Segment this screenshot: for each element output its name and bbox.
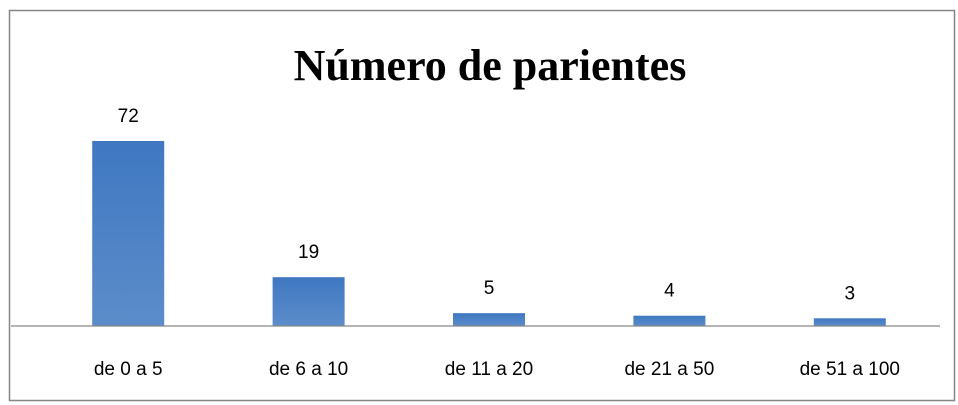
x-tick-label: de 11 a 20 <box>445 359 533 380</box>
x-tick-label: de 51 a 100 <box>800 359 900 380</box>
bar <box>453 313 525 326</box>
bar <box>813 318 886 326</box>
data-label: 3 <box>845 283 856 304</box>
x-tick-label: de 21 a 50 <box>624 359 714 380</box>
x-tick-label: de 0 a 5 <box>94 359 163 380</box>
bar <box>92 141 165 326</box>
bar <box>633 315 706 326</box>
data-label: 4 <box>664 281 675 302</box>
x-tick-label: de 6 a 10 <box>269 359 348 380</box>
chart-title: Número de parientes <box>294 41 687 90</box>
chart-border <box>8 9 956 402</box>
data-label: 5 <box>484 278 495 299</box>
data-label: 19 <box>298 242 319 263</box>
bar <box>272 277 345 326</box>
data-label: 72 <box>118 106 139 127</box>
